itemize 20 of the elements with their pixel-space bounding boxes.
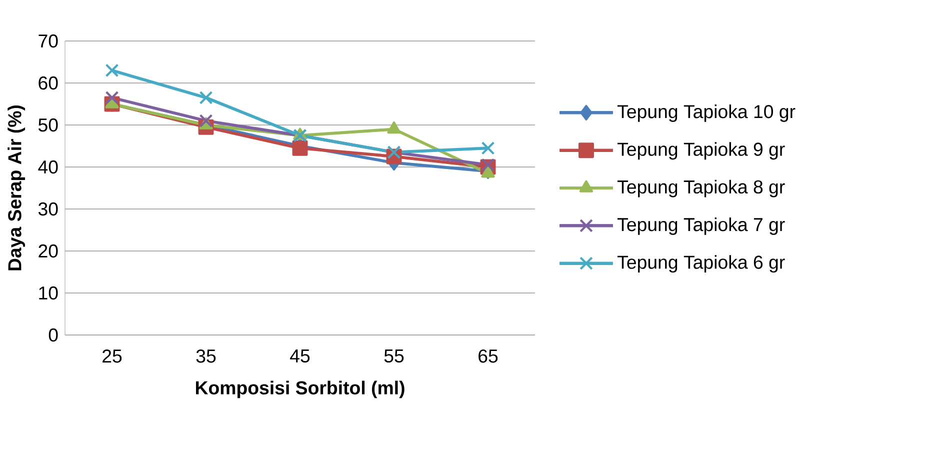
legend-label: Tepung Tapioka 7 gr — [617, 217, 785, 235]
x-tick-label: 35 — [196, 349, 216, 363]
legend-label: Tepung Tapioka 8 gr — [617, 180, 785, 198]
y-tick-label: 10 — [39, 286, 58, 300]
x-tick-label: 45 — [290, 349, 310, 363]
legend-label: Tepung Tapioka 6 gr — [617, 255, 785, 273]
legend-label: Tepung Tapioka 9 gr — [617, 142, 785, 160]
x-tick-label: 55 — [384, 349, 404, 363]
y-tick-label: 40 — [38, 160, 58, 174]
x-tick-label: 65 — [478, 349, 498, 363]
y-tick-label: 0 — [48, 328, 58, 342]
y-tick-label: 70 — [38, 34, 58, 48]
x-tick-label: 25 — [102, 349, 122, 363]
x-axis-title: Komposisi Sorbitol (ml) — [196, 380, 404, 398]
y-tick-label: 30 — [38, 202, 58, 216]
y-tick-label: 20 — [38, 244, 58, 258]
y-axis-title: Daya Serap Air (%) — [8, 105, 26, 270]
legend-label: Tepung Tapioka 10 gr — [617, 104, 796, 122]
y-tick-label: 50 — [38, 118, 58, 132]
y-tick-label: 60 — [38, 76, 58, 90]
